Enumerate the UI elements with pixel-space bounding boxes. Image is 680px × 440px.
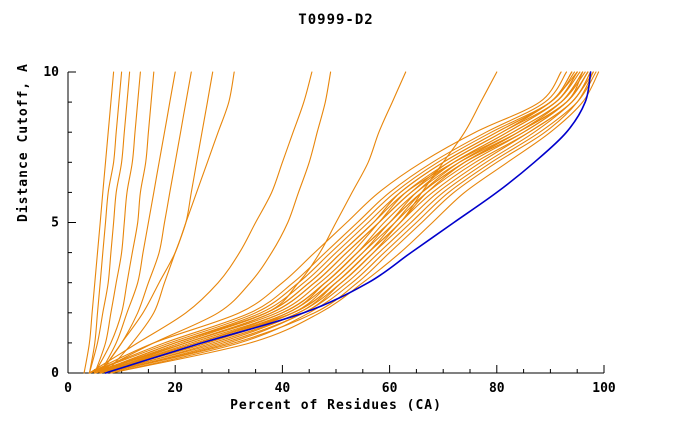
model-curve xyxy=(99,71,589,374)
x-tick-label: 100 xyxy=(592,381,616,396)
y-tick-label: 5 xyxy=(51,216,59,231)
y-tick-label: 0 xyxy=(51,366,59,381)
model-curve xyxy=(99,71,176,374)
model-curve xyxy=(94,71,573,374)
model-curve xyxy=(88,71,131,374)
model-curve xyxy=(88,71,123,374)
model-curve xyxy=(83,71,115,374)
model-curve xyxy=(94,71,586,374)
model-curve xyxy=(104,71,594,374)
model-curve xyxy=(104,71,594,374)
model-curve xyxy=(99,71,192,374)
model-curve xyxy=(94,71,589,374)
model-curve xyxy=(99,71,584,374)
x-tick-label: 0 xyxy=(64,381,72,396)
model-curve xyxy=(110,71,597,374)
model-curve xyxy=(94,71,332,374)
x-tick-label: 20 xyxy=(167,381,183,396)
model-curve xyxy=(94,71,155,374)
highlighted-model-curve xyxy=(104,71,592,374)
model-curve xyxy=(88,71,576,374)
model-curve xyxy=(94,71,141,374)
model-curve xyxy=(99,71,235,374)
model-curve xyxy=(94,71,581,374)
chart-title: T0999-D2 xyxy=(298,12,374,28)
x-axis-label: Percent of Residues (CA) xyxy=(230,398,442,413)
y-tick-label: 10 xyxy=(43,65,59,80)
x-tick-label: 60 xyxy=(382,381,398,396)
model-curve xyxy=(88,71,568,374)
model-curve xyxy=(94,71,573,374)
model-curve xyxy=(99,71,578,374)
x-tick-label: 80 xyxy=(489,381,505,396)
model-curve xyxy=(110,71,600,374)
model-curve xyxy=(88,71,313,374)
x-tick-label: 40 xyxy=(275,381,291,396)
model-curve xyxy=(88,71,562,374)
model-curve xyxy=(104,71,592,374)
